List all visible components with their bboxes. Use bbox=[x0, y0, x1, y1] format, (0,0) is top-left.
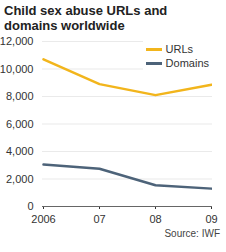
svg-text:6,000: 6,000 bbox=[6, 118, 34, 130]
svg-text:08: 08 bbox=[149, 213, 161, 225]
svg-text:10,000: 10,000 bbox=[0, 63, 34, 75]
svg-text:8,000: 8,000 bbox=[6, 90, 34, 102]
svg-text:4,000: 4,000 bbox=[6, 145, 34, 157]
svg-text:07: 07 bbox=[93, 213, 105, 225]
svg-text:2,000: 2,000 bbox=[6, 173, 34, 185]
html-text:Child sex abuse URLs and domai: Child sex abuse URLs and domains worldwi… bbox=[4, 3, 168, 33]
svg-text:2006: 2006 bbox=[31, 213, 55, 225]
svg-text:12,000: 12,000 bbox=[0, 35, 34, 47]
html-text:URLs: URLs bbox=[165, 43, 194, 55]
svg-text:09: 09 bbox=[205, 213, 217, 225]
html-text:Source: IWF: Source: IWF bbox=[164, 228, 220, 239]
html-text:Domains: Domains bbox=[165, 57, 209, 69]
svg-text:0: 0 bbox=[27, 200, 33, 212]
